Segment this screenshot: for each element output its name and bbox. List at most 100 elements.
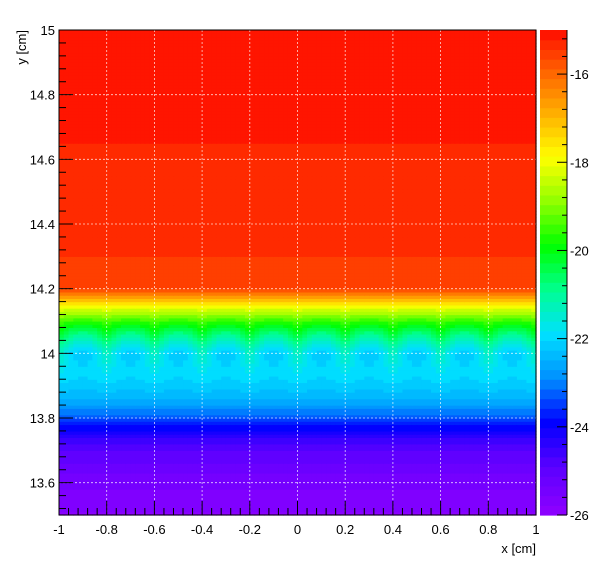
heatmap-cell: [292, 498, 299, 503]
heatmap-cell: [383, 498, 389, 503]
heatmap-cell: [502, 485, 508, 490]
heatmap-cell: [154, 472, 160, 477]
heatmap-cell: [106, 492, 113, 497]
heatmap-cell: [268, 508, 275, 513]
heatmap-cell: [264, 498, 270, 503]
heatmap-cell: [259, 485, 265, 490]
heatmap-cell: [87, 489, 93, 493]
heatmap-cell: [426, 492, 432, 497]
heatmap-cell: [73, 482, 79, 487]
heatmap-cell: [326, 511, 332, 516]
heatmap-cell: [121, 495, 127, 500]
heatmap-cell: [264, 469, 270, 474]
heatmap-cell: [435, 476, 442, 481]
heatmap-cell: [187, 482, 194, 487]
heatmap-cell: [526, 492, 532, 497]
heatmap-cell: [197, 489, 203, 493]
heatmap-cell: [402, 479, 408, 484]
heatmap-cell: [173, 508, 179, 513]
heatmap-cell: [497, 508, 504, 513]
heatmap-cell: [278, 469, 284, 474]
heatmap-cell: [111, 482, 117, 487]
heatmap-cell: [445, 511, 451, 516]
heatmap-cell: [354, 511, 361, 516]
heatmap-cell: [359, 508, 365, 513]
heatmap-cell: [531, 476, 537, 481]
heatmap-cell: [63, 511, 70, 516]
heatmap-cell: [82, 476, 89, 481]
heatmap-cell: [464, 495, 470, 500]
heatmap-cell: [97, 489, 103, 493]
heatmap-cell: [264, 508, 270, 513]
heatmap-cell: [459, 498, 466, 503]
heatmap-cell: [311, 495, 318, 500]
heatmap-cell: [206, 492, 213, 497]
heatmap-cell: [249, 495, 256, 500]
heatmap-cell: [111, 476, 117, 481]
heatmap-cell: [206, 482, 213, 487]
heatmap-cell: [230, 495, 237, 500]
heatmap-cell: [345, 485, 351, 490]
heatmap-cell: [345, 505, 351, 510]
heatmap-cell: [206, 472, 213, 477]
heatmap-cell: [292, 479, 299, 484]
heatmap-cell: [225, 482, 232, 487]
heatmap-cell: [493, 498, 499, 503]
heatmap-cell: [197, 505, 203, 510]
heatmap-cell: [435, 498, 442, 503]
heatmap-cell: [483, 485, 489, 490]
heatmap-cell: [373, 492, 380, 497]
heatmap-cell: [235, 502, 241, 506]
heatmap-cell: [340, 479, 346, 484]
heatmap-cell: [82, 502, 89, 506]
heatmap-cell: [264, 505, 270, 510]
heatmap-cell: [297, 489, 303, 493]
heatmap-cell: [354, 472, 361, 477]
heatmap-cell: [154, 479, 160, 484]
heatmap-cell: [388, 479, 394, 484]
heatmap-cell: [454, 476, 461, 481]
heatmap-cell: [63, 479, 70, 484]
heatmap-cell: [87, 482, 93, 487]
heatmap-cell: [450, 472, 456, 477]
heatmap-cell: [421, 476, 427, 481]
heatmap-cell: [316, 476, 322, 481]
heatmap-cell: [140, 508, 146, 513]
heatmap-cell: [469, 498, 475, 503]
heatmap-cell: [416, 505, 423, 510]
heatmap-cell: [211, 482, 218, 487]
heatmap-cell: [397, 492, 404, 497]
heatmap-cell: [421, 489, 427, 493]
heatmap-cell: [211, 498, 218, 503]
heatmap-cell: [512, 508, 518, 513]
heatmap-cell: [383, 495, 389, 500]
heatmap-cell: [183, 479, 189, 484]
heatmap-cell: [178, 511, 184, 516]
heatmap-cell: [516, 476, 523, 481]
heatmap-cell: [321, 505, 327, 510]
heatmap-cell: [469, 482, 475, 487]
heatmap-cell: [111, 495, 117, 500]
heatmap-cell: [140, 472, 146, 477]
heatmap-cell: [426, 495, 432, 500]
heatmap-cell: [340, 485, 346, 490]
heatmap-cell: [349, 482, 356, 487]
heatmap-cell: [330, 498, 337, 503]
heatmap-cell: [330, 476, 337, 481]
heatmap-cell: [273, 482, 280, 487]
heatmap-cell: [130, 469, 136, 474]
heatmap-cell: [302, 479, 308, 484]
heatmap-cell: [416, 489, 423, 493]
heatmap-cell: [82, 511, 89, 516]
heatmap-cell: [63, 492, 70, 497]
heatmap-cell: [311, 479, 318, 484]
heatmap-cell: [149, 511, 155, 516]
heatmap-cell: [459, 505, 466, 510]
heatmap-cell: [68, 476, 74, 481]
heatmap-cell: [388, 502, 394, 506]
heatmap-cell: [378, 498, 384, 503]
heatmap-cell: [450, 511, 456, 516]
heatmap-cell: [235, 495, 241, 500]
heatmap-cell: [63, 489, 70, 493]
heatmap-cell: [369, 511, 375, 516]
